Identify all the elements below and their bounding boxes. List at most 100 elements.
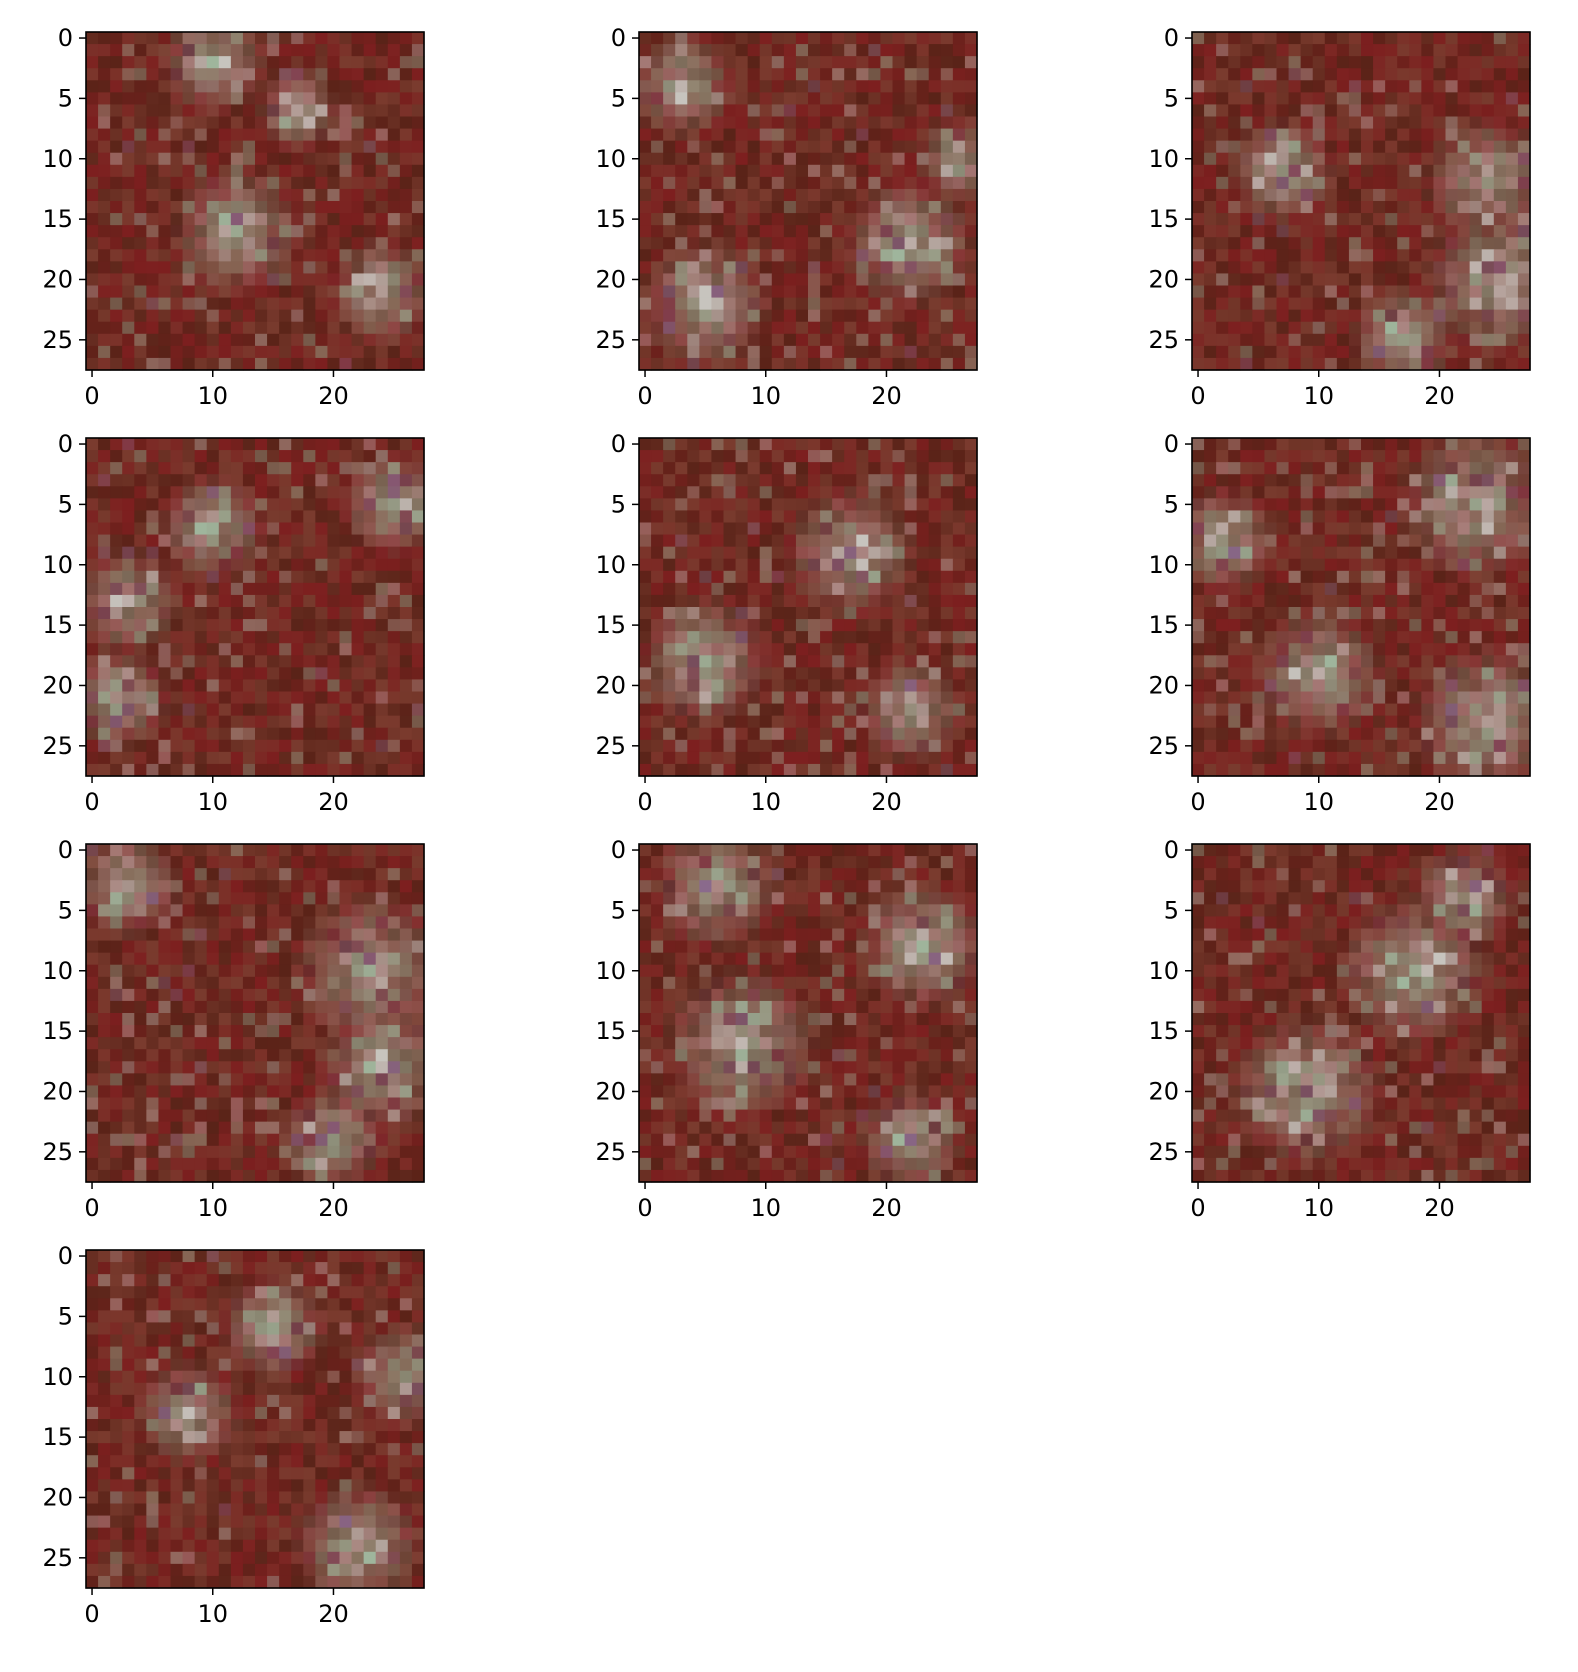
image-9 <box>1192 844 1531 1183</box>
subplot-8: 0 5 10 15 20 25 0 10 20 <box>595 836 978 1222</box>
y-tick-label: 5 <box>58 1302 73 1330</box>
y-tick-label: 20 <box>595 1077 626 1105</box>
image-5 <box>639 438 978 777</box>
image-1 <box>86 32 425 371</box>
axes-frame <box>85 31 425 371</box>
y-tick-label: 0 <box>611 430 626 458</box>
y-tick-label: 0 <box>1164 430 1179 458</box>
y-tick-label: 5 <box>611 896 626 924</box>
x-tick-label: 10 <box>1303 788 1334 816</box>
x-tick-label: 10 <box>1303 382 1334 410</box>
x-tick-label: 0 <box>84 788 99 816</box>
x-tick-label: 10 <box>197 382 228 410</box>
y-tick-label: 25 <box>1148 1138 1179 1166</box>
y-tick-label: 25 <box>42 732 73 760</box>
y-tick-label: 25 <box>42 326 73 354</box>
x-tick-label: 0 <box>637 788 652 816</box>
image-2 <box>639 32 978 371</box>
x-tick-label: 20 <box>318 1194 349 1222</box>
x-tick-label: 10 <box>1303 1194 1334 1222</box>
x-tick-label: 10 <box>197 788 228 816</box>
x-tick-label: 10 <box>750 788 781 816</box>
x-tick-label: 0 <box>84 1194 99 1222</box>
x-tick-label: 20 <box>871 382 902 410</box>
y-tick-label: 5 <box>1164 490 1179 518</box>
y-tick-label: 20 <box>1148 265 1179 293</box>
image-7 <box>86 844 425 1183</box>
y-tick-label: 5 <box>1164 896 1179 924</box>
y-tick-label: 25 <box>1148 326 1179 354</box>
x-tick-label: 10 <box>197 1194 228 1222</box>
y-tick-label: 15 <box>1148 205 1179 233</box>
y-tick-label: 20 <box>595 265 626 293</box>
subplot-7: 0 5 10 15 20 25 0 10 20 <box>42 836 425 1222</box>
x-tick-label: 0 <box>637 382 652 410</box>
axes-frame <box>638 437 978 777</box>
x-tick-label: 20 <box>1424 1194 1455 1222</box>
subplot-4: 0 5 10 15 20 25 0 10 20 <box>42 430 425 816</box>
y-tick-label: 25 <box>595 1138 626 1166</box>
y-tick-label: 15 <box>42 611 73 639</box>
y-tick-label: 15 <box>42 205 73 233</box>
y-tick-label: 25 <box>42 1138 73 1166</box>
axes-frame <box>85 843 425 1183</box>
y-tick-label: 10 <box>595 145 626 173</box>
image-4 <box>86 438 425 777</box>
x-tick-label: 20 <box>318 788 349 816</box>
y-tick-label: 0 <box>58 1242 73 1270</box>
x-tick-label: 20 <box>871 1194 902 1222</box>
axes-frame <box>1191 437 1531 777</box>
y-tick-label: 20 <box>42 1483 73 1511</box>
x-tick-label: 20 <box>318 1600 349 1628</box>
image-8 <box>639 844 978 1183</box>
x-tick-label: 0 <box>1190 1194 1205 1222</box>
y-tick-label: 5 <box>58 896 73 924</box>
y-tick-label: 10 <box>42 1363 73 1391</box>
y-tick-label: 5 <box>611 490 626 518</box>
y-tick-label: 5 <box>611 84 626 112</box>
y-tick-label: 20 <box>42 671 73 699</box>
y-tick-label: 15 <box>1148 611 1179 639</box>
axes-frame <box>638 31 978 371</box>
x-tick-label: 10 <box>197 1600 228 1628</box>
x-tick-label: 0 <box>1190 382 1205 410</box>
subplot-5: 0 5 10 15 20 25 0 10 20 <box>595 430 978 816</box>
x-tick-label: 10 <box>750 382 781 410</box>
x-tick-label: 20 <box>871 788 902 816</box>
y-tick-label: 15 <box>42 1017 73 1045</box>
axes-frame <box>638 843 978 1183</box>
y-tick-label: 10 <box>1148 551 1179 579</box>
x-tick-label: 20 <box>318 382 349 410</box>
subplot-2: 0 5 10 15 20 25 0 10 20 <box>595 24 978 410</box>
y-tick-label: 0 <box>58 430 73 458</box>
subplot-1: 0 5 10 15 20 25 0 10 20 <box>42 24 425 410</box>
x-tick-label: 20 <box>1424 382 1455 410</box>
y-tick-label: 10 <box>1148 957 1179 985</box>
y-tick-label: 15 <box>595 205 626 233</box>
y-tick-label: 20 <box>42 1077 73 1105</box>
image-3 <box>1192 32 1531 371</box>
image-6 <box>1192 438 1531 777</box>
axes-frame <box>85 437 425 777</box>
y-tick-label: 25 <box>42 1544 73 1572</box>
y-tick-label: 25 <box>595 326 626 354</box>
y-tick-label: 0 <box>611 836 626 864</box>
y-tick-label: 5 <box>58 490 73 518</box>
subplot-6: 0 5 10 15 20 25 0 10 20 <box>1148 430 1531 816</box>
y-tick-label: 10 <box>1148 145 1179 173</box>
axes-frame <box>1191 843 1531 1183</box>
y-tick-label: 10 <box>42 957 73 985</box>
x-tick-label: 0 <box>637 1194 652 1222</box>
y-tick-label: 25 <box>595 732 626 760</box>
x-tick-label: 20 <box>1424 788 1455 816</box>
y-tick-label: 0 <box>1164 836 1179 864</box>
y-tick-label: 20 <box>1148 1077 1179 1105</box>
y-tick-label: 5 <box>1164 84 1179 112</box>
y-tick-label: 20 <box>42 265 73 293</box>
y-tick-label: 10 <box>595 957 626 985</box>
y-tick-label: 10 <box>42 551 73 579</box>
subplot-9: 0 5 10 15 20 25 0 10 20 <box>1148 836 1531 1222</box>
subplot-3: 0 5 10 15 20 25 0 10 20 <box>1148 24 1531 410</box>
y-tick-label: 20 <box>1148 671 1179 699</box>
